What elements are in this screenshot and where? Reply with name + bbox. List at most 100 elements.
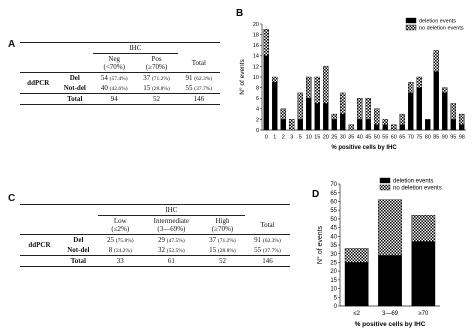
bar-segment xyxy=(411,215,436,242)
legend-swatch xyxy=(379,184,391,191)
cell xyxy=(58,215,98,235)
bar-segment xyxy=(374,108,380,125)
data-row: Not-del 40 (42.6%) 15 (28.8%) 55 (37.7%) xyxy=(20,83,220,94)
bar-segment xyxy=(459,113,465,125)
y-tick-label: 40 xyxy=(330,234,337,240)
text: Total xyxy=(70,257,86,265)
x-tick-label: 5 xyxy=(299,135,302,141)
text: (75.8%) xyxy=(115,238,134,244)
text: 8 xyxy=(108,246,113,254)
cell: 15 (28.8%) xyxy=(200,245,245,256)
cell: 94 xyxy=(93,93,136,105)
legend-label: no deletion events xyxy=(419,26,464,32)
x-tick-label: 60 xyxy=(391,135,397,141)
bar-segment xyxy=(272,76,278,83)
column-header: Low (≤2%) xyxy=(97,215,143,235)
cell xyxy=(20,42,57,54)
text: 40 xyxy=(100,84,108,92)
bar-segment xyxy=(297,92,304,120)
x-tick-label: 1 xyxy=(273,135,276,141)
x-tick-label: 70 xyxy=(408,135,414,141)
bar-segment xyxy=(263,55,270,131)
text: (37.7%) xyxy=(262,248,281,254)
y-axis-title: N° of events xyxy=(316,225,324,264)
group-header: IHC xyxy=(93,42,178,54)
x-tick-label: 30 xyxy=(340,135,346,141)
cell xyxy=(56,42,94,54)
text: Total xyxy=(191,58,206,67)
column-header: High (≥70%) xyxy=(199,215,245,235)
bar-segment xyxy=(263,29,270,56)
x-tick-label: ≤2 xyxy=(353,311,360,317)
y-tick-label: 15 xyxy=(330,278,337,284)
x-tick-label: 65 xyxy=(399,135,405,141)
y-tick-label: 0 xyxy=(334,304,338,310)
y-tick-label: 20 xyxy=(253,22,259,28)
bar-segment xyxy=(348,124,355,131)
bar-segment xyxy=(459,124,465,131)
text: 29 xyxy=(158,236,166,244)
bar-segment xyxy=(297,119,304,131)
column-header: Intermediate (3—69%) xyxy=(142,215,200,235)
text: 15 xyxy=(209,246,217,254)
text: 54 xyxy=(100,74,108,82)
bar-segment xyxy=(425,119,431,131)
text: Total xyxy=(260,220,275,229)
bar-segment xyxy=(344,262,369,307)
row-label: Not-del xyxy=(57,83,94,94)
column-header: Pos (≥70%) xyxy=(135,53,178,73)
cell xyxy=(20,204,59,216)
bar-segment xyxy=(323,103,329,131)
text: IHC xyxy=(129,44,142,52)
text: ddPCR xyxy=(27,79,50,87)
cell xyxy=(20,255,59,267)
text: (<70%) xyxy=(103,63,125,71)
cell: 15 (28.8%) xyxy=(135,83,177,94)
header-row: IHC xyxy=(20,42,220,54)
cell xyxy=(20,53,57,73)
bar-segment xyxy=(411,241,436,307)
x-tick-label: 40 xyxy=(357,135,363,141)
text: 37 xyxy=(143,74,151,82)
bar-segment xyxy=(331,113,338,120)
text: Del xyxy=(69,74,80,82)
x-tick-label: 98 xyxy=(459,135,465,141)
y-tick-label: 6 xyxy=(256,96,259,102)
x-tick-label: 45 xyxy=(365,135,371,141)
text: Del xyxy=(73,236,84,244)
cell: 52 xyxy=(135,93,178,105)
bar-segment xyxy=(289,119,295,131)
panel-label: A xyxy=(8,39,16,50)
x-tick-label: 10 xyxy=(306,135,312,141)
bar-segment xyxy=(408,92,414,131)
column-header: Total xyxy=(177,53,220,73)
text: Pos xyxy=(151,55,162,63)
panel-label: D xyxy=(312,189,319,200)
text: Not-del xyxy=(67,246,90,254)
legend-label: deletion events xyxy=(419,19,456,25)
header-row: IHC xyxy=(20,204,290,216)
text: 33 xyxy=(116,257,124,265)
y-tick-label: 65 xyxy=(330,191,337,197)
cell xyxy=(20,93,57,105)
text: 55 xyxy=(185,84,193,92)
text: 37 xyxy=(209,236,217,244)
bar-segment xyxy=(378,255,402,307)
x-tick-label: 3—69 xyxy=(382,311,399,317)
y-tick-label: 55 xyxy=(330,208,337,214)
bar-segment xyxy=(365,119,372,131)
row-label: Total xyxy=(58,255,98,267)
row-label: Del xyxy=(59,235,98,246)
text: (71.2%) xyxy=(151,76,170,82)
y-tick-label: 14 xyxy=(253,54,259,60)
row-group: ddPCR xyxy=(20,73,57,94)
x-tick-label: 20 xyxy=(323,135,329,141)
x-tick-label: 0 xyxy=(265,135,268,141)
text: (57.4%) xyxy=(109,76,128,82)
total-row: Total 94 52 146 xyxy=(20,93,220,105)
cell: 8 (24.2%) xyxy=(98,245,143,256)
x-tick-label: 2 xyxy=(282,135,285,141)
text: IHC xyxy=(165,206,178,214)
y-tick-label: 18 xyxy=(253,33,259,39)
